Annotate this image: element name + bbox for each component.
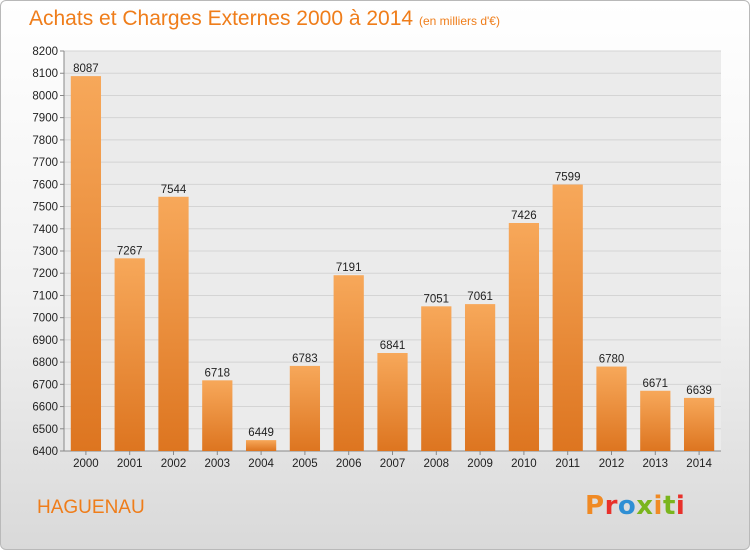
x-tick-label: 2002 bbox=[161, 458, 187, 470]
logo-letter: t bbox=[662, 491, 676, 521]
x-tick-label: 2010 bbox=[511, 458, 537, 470]
bar bbox=[552, 184, 583, 452]
bar-value-label: 7051 bbox=[424, 293, 450, 305]
bar bbox=[245, 440, 277, 451]
y-tick-label: 7200 bbox=[32, 268, 58, 280]
x-tick-label: 2008 bbox=[424, 458, 450, 470]
x-tick-label: 2005 bbox=[292, 458, 318, 470]
x-tick-label: 2011 bbox=[555, 458, 580, 470]
x-tick-label: 2004 bbox=[248, 458, 274, 470]
x-tick-label: 2007 bbox=[380, 458, 406, 470]
bar-value-label: 6671 bbox=[643, 378, 669, 390]
y-tick-label: 7500 bbox=[32, 202, 58, 214]
x-tick-label: 2009 bbox=[467, 458, 493, 470]
y-tick-label: 6800 bbox=[32, 357, 58, 369]
bar bbox=[158, 196, 189, 451]
bar bbox=[683, 397, 715, 451]
city-name: HAGUENAU bbox=[37, 497, 145, 518]
y-tick-label: 6600 bbox=[32, 402, 58, 414]
chart-title: Achats et Charges Externes 2000 à 2014 bbox=[29, 7, 414, 30]
logo-letter: P bbox=[585, 491, 605, 521]
bar bbox=[508, 223, 540, 451]
logo-letter: x bbox=[636, 491, 654, 521]
y-tick-label: 7400 bbox=[32, 224, 58, 236]
bar bbox=[114, 258, 145, 451]
bar-value-label: 7267 bbox=[117, 245, 143, 257]
bar bbox=[421, 306, 452, 451]
bar bbox=[640, 390, 671, 451]
x-tick-label: 2014 bbox=[686, 458, 712, 470]
y-tick-label: 7800 bbox=[32, 135, 58, 147]
bar-value-label: 7544 bbox=[161, 184, 187, 196]
bar-value-label: 6780 bbox=[599, 354, 625, 366]
bar-value-label: 7426 bbox=[511, 210, 537, 222]
bar bbox=[464, 304, 496, 451]
logo-letter: i bbox=[653, 491, 663, 521]
y-tick-label: 7100 bbox=[32, 290, 58, 302]
bar-value-label: 6639 bbox=[686, 385, 712, 397]
y-tick-label: 7700 bbox=[32, 157, 58, 169]
x-tick-label: 2001 bbox=[117, 458, 143, 470]
bar-value-label: 6718 bbox=[205, 367, 231, 379]
logo-letter: o bbox=[617, 491, 637, 521]
y-tick-label: 6900 bbox=[32, 335, 58, 347]
y-tick-label: 6700 bbox=[32, 379, 58, 391]
x-tick-label: 2000 bbox=[73, 458, 99, 470]
bar bbox=[596, 366, 627, 451]
y-tick-label: 6500 bbox=[32, 424, 58, 436]
bar-value-label: 8087 bbox=[73, 63, 99, 75]
x-tick-label: 2013 bbox=[643, 458, 669, 470]
bar bbox=[70, 76, 102, 451]
logo-letter: r bbox=[604, 491, 618, 521]
bar-value-label: 7599 bbox=[555, 172, 581, 184]
bar-value-label: 6449 bbox=[248, 427, 274, 439]
bar bbox=[289, 365, 321, 451]
bar-value-label: 7191 bbox=[336, 262, 362, 274]
y-tick-label: 8200 bbox=[32, 46, 58, 58]
bar-value-label: 6841 bbox=[380, 340, 406, 352]
y-tick-label: 7600 bbox=[32, 179, 58, 191]
y-tick-label: 8000 bbox=[32, 90, 58, 102]
bar bbox=[377, 353, 408, 451]
x-tick-label: 2003 bbox=[205, 458, 231, 470]
x-tick-label: 2012 bbox=[599, 458, 625, 470]
bar-value-label: 6783 bbox=[292, 353, 318, 365]
y-tick-label: 7300 bbox=[32, 246, 58, 258]
y-tick-label: 7000 bbox=[32, 313, 58, 325]
bar bbox=[202, 380, 233, 451]
proxiti-logo: Proxiti bbox=[585, 491, 685, 521]
bar-value-label: 7061 bbox=[467, 291, 493, 303]
chart-subtitle: (en milliers d'€) bbox=[419, 14, 500, 28]
logo-letter: i bbox=[675, 491, 686, 521]
x-tick-label: 2006 bbox=[336, 458, 362, 470]
y-tick-label: 6400 bbox=[32, 446, 58, 458]
y-tick-label: 7900 bbox=[32, 113, 58, 125]
bar bbox=[333, 275, 364, 451]
y-tick-label: 8100 bbox=[32, 68, 58, 80]
